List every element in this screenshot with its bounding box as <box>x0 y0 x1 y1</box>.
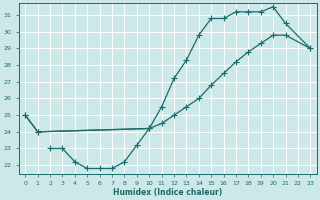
X-axis label: Humidex (Indice chaleur): Humidex (Indice chaleur) <box>113 188 222 197</box>
